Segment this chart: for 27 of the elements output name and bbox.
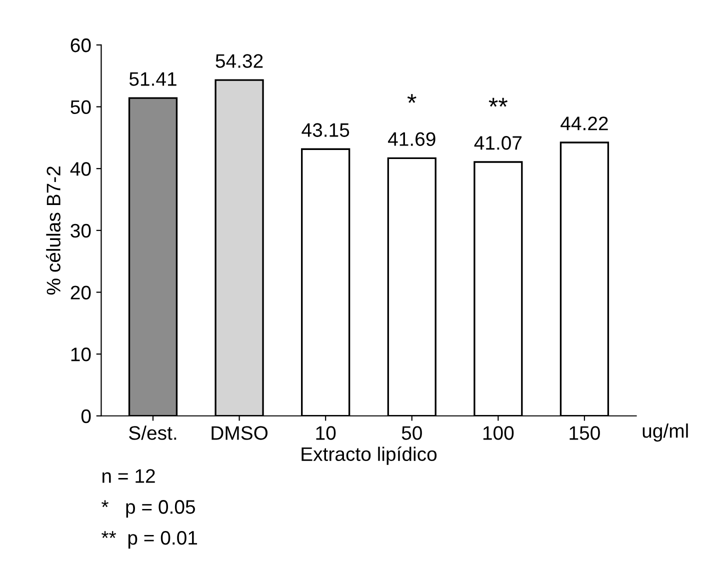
text: ** p = 0.01 [102, 530, 198, 549]
x-tick-label: S/est. [129, 426, 176, 440]
text: * p = 0.05 [102, 500, 195, 518]
annotation: * [407, 94, 416, 103]
y-tick-label: 10 [71, 348, 91, 362]
x-tick-label: 150 [570, 426, 600, 440]
data-label: 54.32 [216, 54, 263, 68]
x-tick-label: 100 [483, 426, 514, 440]
data-label: 41.69 [388, 132, 436, 146]
y-tick-label: 30 [70, 224, 91, 238]
y-axis-title: % células B7-2 [46, 166, 60, 295]
x-tick-label: DMSO [212, 426, 268, 440]
y-tick-label: 0 [81, 409, 91, 424]
x-axis-title: Extracto lipídico [302, 446, 437, 465]
data-label: 43.15 [302, 123, 350, 137]
y-tick-label: 40 [70, 162, 91, 176]
data-label: 51.41 [129, 72, 176, 86]
y-tick-label: 50 [70, 100, 91, 114]
text: n = 12 [102, 469, 155, 483]
data-label: 41.07 [474, 136, 522, 150]
y-tick-label: 20 [70, 286, 91, 300]
y-tick-label: 60 [70, 38, 91, 52]
annotation: ** [488, 98, 508, 107]
data-label: 44.22 [560, 116, 608, 130]
x-tick-label: 50 [402, 426, 422, 440]
x-tick-label: 10 [316, 426, 336, 440]
text: ug/ml [642, 424, 688, 442]
